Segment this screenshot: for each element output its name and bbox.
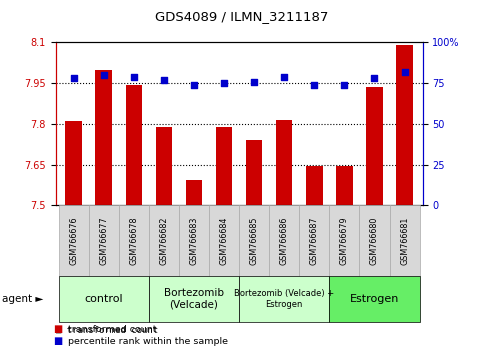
Bar <box>359 205 389 276</box>
Text: GSM766681: GSM766681 <box>400 217 409 265</box>
Text: ■ transformed count: ■ transformed count <box>56 326 157 335</box>
Text: GSM766680: GSM766680 <box>370 217 379 265</box>
Bar <box>216 127 232 205</box>
Text: GSM766682: GSM766682 <box>159 216 169 265</box>
Text: GDS4089 / ILMN_3211187: GDS4089 / ILMN_3211187 <box>155 10 328 23</box>
Point <box>401 69 409 75</box>
Text: control: control <box>85 294 123 304</box>
Bar <box>239 205 269 276</box>
Bar <box>89 205 119 276</box>
Text: Estrogen: Estrogen <box>350 294 399 304</box>
Point <box>220 80 228 86</box>
Bar <box>156 127 172 205</box>
Text: GSM766676: GSM766676 <box>69 216 78 265</box>
Bar <box>96 70 112 205</box>
Text: ■: ■ <box>53 324 62 334</box>
Text: GSM766684: GSM766684 <box>220 217 228 265</box>
Point <box>100 72 108 78</box>
Text: transformed count: transformed count <box>68 325 156 334</box>
Bar <box>329 205 359 276</box>
Bar <box>119 205 149 276</box>
Bar <box>389 205 420 276</box>
Text: GSM766679: GSM766679 <box>340 216 349 265</box>
Point <box>370 75 378 81</box>
Point <box>70 75 77 81</box>
Bar <box>246 140 262 205</box>
Bar <box>58 276 149 322</box>
Text: GSM766686: GSM766686 <box>280 217 289 265</box>
Bar <box>329 276 420 322</box>
Point <box>311 82 318 88</box>
Text: GSM766687: GSM766687 <box>310 216 319 265</box>
Text: GSM766685: GSM766685 <box>250 216 258 265</box>
Text: Bortezomib
(Velcade): Bortezomib (Velcade) <box>164 288 224 310</box>
Text: GSM766678: GSM766678 <box>129 216 138 265</box>
Bar <box>299 205 329 276</box>
Point <box>160 77 168 83</box>
Bar <box>126 85 142 205</box>
Text: GSM766683: GSM766683 <box>189 217 199 265</box>
Bar <box>306 166 323 205</box>
Bar <box>209 205 239 276</box>
Bar <box>276 120 293 205</box>
Text: agent ►: agent ► <box>2 294 44 304</box>
Bar <box>149 276 239 322</box>
Bar <box>396 45 413 205</box>
Text: Bortezomib (Velcade) +
Estrogen: Bortezomib (Velcade) + Estrogen <box>234 290 334 309</box>
Point <box>250 79 258 84</box>
Point <box>130 74 138 80</box>
Point <box>341 82 348 88</box>
Bar <box>239 276 329 322</box>
Bar <box>179 205 209 276</box>
Text: percentile rank within the sample: percentile rank within the sample <box>68 337 227 346</box>
Bar <box>185 179 202 205</box>
Bar <box>149 205 179 276</box>
Bar <box>269 205 299 276</box>
Point <box>280 74 288 80</box>
Bar <box>58 205 89 276</box>
Text: GSM766677: GSM766677 <box>99 216 108 265</box>
Bar <box>65 121 82 205</box>
Bar <box>366 87 383 205</box>
Text: ■: ■ <box>53 336 62 346</box>
Bar <box>336 166 353 205</box>
Point <box>190 82 198 88</box>
